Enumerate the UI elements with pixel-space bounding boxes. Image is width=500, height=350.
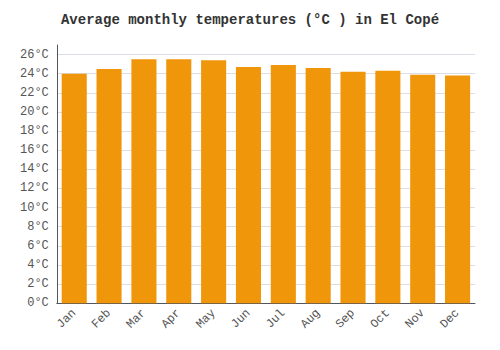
svg-text:Jul: Jul	[263, 306, 288, 331]
svg-text:20°C: 20°C	[20, 105, 49, 119]
svg-text:Apr: Apr	[159, 306, 184, 331]
svg-text:14°C: 14°C	[20, 162, 49, 176]
svg-text:Jun: Jun	[228, 306, 253, 331]
svg-text:2°C: 2°C	[27, 277, 49, 291]
svg-text:4°C: 4°C	[27, 258, 49, 272]
svg-text:Aug: Aug	[298, 306, 323, 331]
svg-text:Dec: Dec	[437, 306, 462, 331]
svg-text:26°C: 26°C	[20, 48, 49, 62]
svg-text:Mar: Mar	[124, 306, 149, 331]
svg-text:8°C: 8°C	[27, 220, 49, 234]
svg-text:Average monthly temperatures (: Average monthly temperatures (°C ) in El…	[61, 12, 439, 28]
svg-text:May: May	[193, 306, 218, 331]
svg-text:0°C: 0°C	[27, 296, 49, 310]
svg-text:6°C: 6°C	[27, 239, 49, 253]
svg-text:Sep: Sep	[333, 306, 358, 331]
svg-text:22°C: 22°C	[20, 86, 49, 100]
svg-text:12°C: 12°C	[20, 181, 49, 195]
svg-text:10°C: 10°C	[20, 201, 49, 215]
svg-text:24°C: 24°C	[20, 67, 49, 81]
svg-text:16°C: 16°C	[20, 143, 49, 157]
svg-text:Jan: Jan	[54, 306, 79, 331]
svg-text:18°C: 18°C	[20, 124, 49, 138]
svg-text:Oct: Oct	[368, 306, 393, 331]
svg-text:Nov: Nov	[403, 306, 428, 331]
svg-text:Feb: Feb	[89, 306, 114, 331]
